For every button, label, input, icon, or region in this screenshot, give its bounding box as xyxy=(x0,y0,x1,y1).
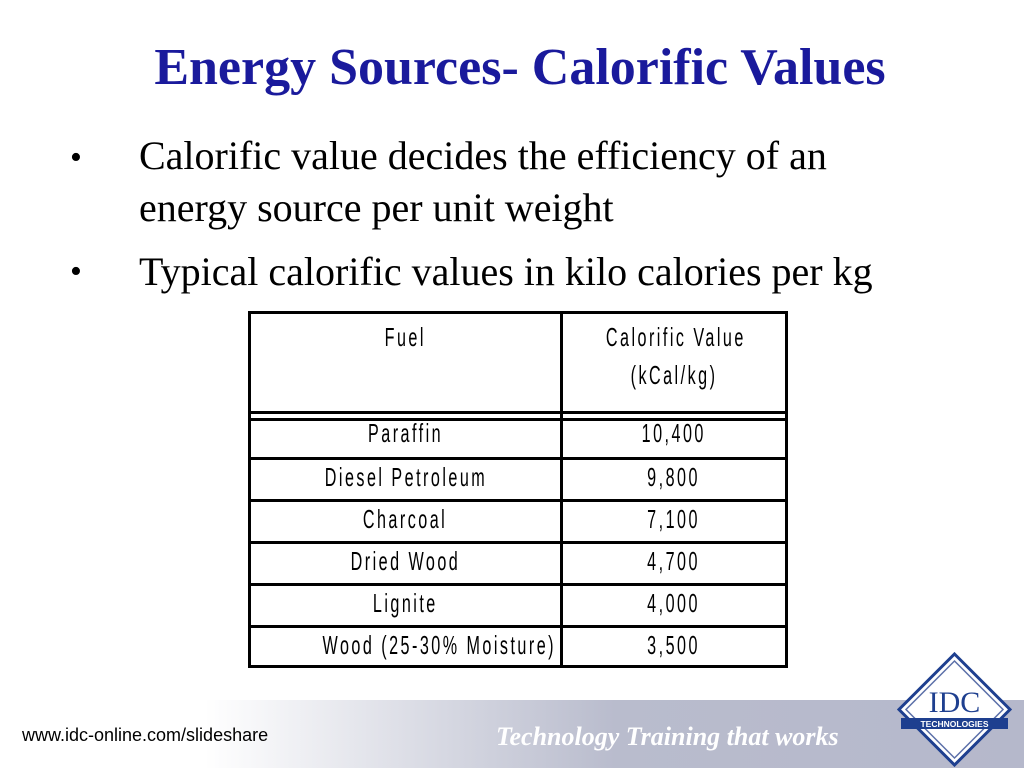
calorific-values-table: Fuel Calorific Value (kCal/kg) Paraffin … xyxy=(248,311,788,668)
footer-bar xyxy=(0,700,1024,768)
bullet-1-line-1: Calorific value decides the efficiency o… xyxy=(139,133,827,178)
row-divider xyxy=(251,583,785,586)
row-divider xyxy=(251,625,785,628)
slide-title: Energy Sources- Calorific Values xyxy=(154,39,886,96)
table-row-fuel: Charcoal xyxy=(363,504,448,534)
table-row-value: 7,100 xyxy=(647,504,701,534)
header-fuel: Fuel xyxy=(384,322,427,352)
header-calorific-value: Calorific Value xyxy=(605,322,746,352)
footer-url[interactable]: www.idc-online.com/slideshare xyxy=(22,725,269,745)
idc-logo: IDC TECHNOLOGIES xyxy=(897,652,1012,767)
row-divider xyxy=(251,418,785,421)
bullet-1-line-2: energy source per unit weight xyxy=(139,185,614,230)
logo-subtext: TECHNOLOGIES xyxy=(920,719,988,729)
row-divider xyxy=(251,499,785,502)
table-row-fuel: Diesel Petroleum xyxy=(324,462,487,492)
table-row-fuel: Dried Wood xyxy=(350,546,461,576)
table-row-fuel: Paraffin xyxy=(367,418,444,448)
bullet-marker: • xyxy=(70,139,82,176)
header-unit: (kCal/kg) xyxy=(630,360,718,390)
row-divider xyxy=(251,457,785,460)
table-row-value: 9,800 xyxy=(647,462,701,492)
table-row-fuel: Lignite xyxy=(373,588,438,618)
logo-name: IDC xyxy=(929,686,981,719)
table-row-value: 4,000 xyxy=(647,588,701,618)
footer-tagline: Technology Training that works xyxy=(496,722,839,751)
table-row-fuel: Wood (25-30% Moisture) xyxy=(322,630,556,660)
row-divider xyxy=(251,411,785,414)
bullet-list: • Calorific value decides the efficiency… xyxy=(0,0,1024,320)
column-divider xyxy=(560,314,563,665)
bullet-2-line-1: Typical calorific values in kilo calorie… xyxy=(139,249,873,294)
bullet-marker: • xyxy=(70,253,82,290)
table-row-value: 4,700 xyxy=(647,546,701,576)
row-divider xyxy=(251,541,785,544)
table-row-value: 10,400 xyxy=(641,418,707,448)
table-row-value: 3,500 xyxy=(647,630,701,660)
